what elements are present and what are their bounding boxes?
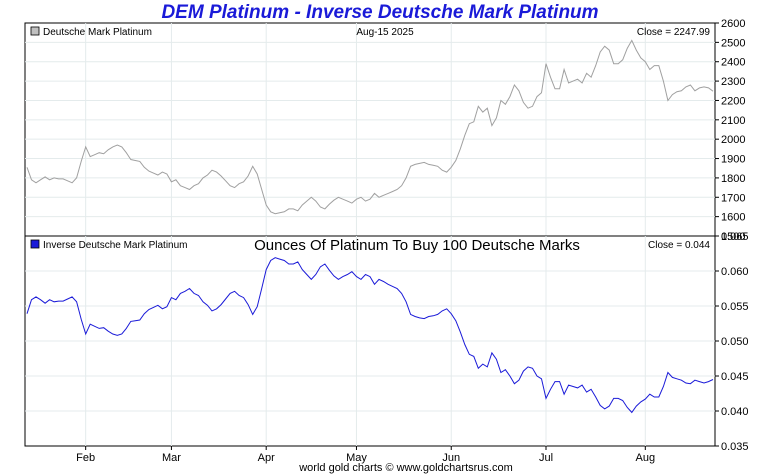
x-tick-label: Feb [76,452,95,464]
x-tick-label: Apr [258,452,275,464]
top-y-tick-label: 2600 [721,18,745,30]
top-y-ticks: 1500 1600 1700 1800 1900 2000 2100 2200 2300 2400… [715,18,745,243]
top-y-tick-label: 2100 [721,115,745,127]
top-series-line [26,39,714,215]
x-tick-label: May [346,452,367,464]
top-y-tick-label: 1600 [721,212,745,224]
top-date-label: Aug-15 2025 [356,27,414,38]
top-panel: 1500 1600 1700 1800 1900 2000 2100 2200 2300 2400… [24,18,745,243]
x-tick-label: Mar [162,452,181,464]
top-y-tick-label: 1500 [721,231,745,243]
x-tick-label: Jul [539,452,553,464]
bottom-y-tick-label: 0.045 [721,371,749,383]
bottom-y-tick-label: 0.055 [721,301,749,313]
top-y-tick-label: 1700 [721,192,745,204]
top-legend-swatch [30,26,40,36]
x-tick-label: Aug [636,452,656,464]
top-y-tick-label: 1800 [721,173,745,185]
bottom-close-label: Close = 0.044 [648,240,710,251]
chart-title: DEM Platinum - Inverse Deutsche Mark Pla… [161,2,599,23]
top-y-tick-label: 2000 [721,134,745,146]
top-y-tick-label: 1900 [721,154,745,166]
bottom-y-tick-label: 0.035 [721,441,749,453]
bottom-legend-swatch [30,239,40,249]
x-axis: Feb Mar Apr May Jun Jul Aug [76,446,655,464]
bottom-y-tick-label: 0.040 [721,406,749,418]
bottom-panel: 0.035 0.040 0.045 0.050 0.055 0.060 0.065 Inve… [24,231,749,453]
top-legend-label: Deutsche Mark Platinum [43,27,152,38]
footer-credit: world gold charts © www.goldchartsrus.co… [299,462,513,474]
bottom-y-tick-label: 0.065 [721,231,749,243]
top-y-tick-label: 2200 [721,95,745,107]
bottom-y-ticks: 0.035 0.040 0.045 0.050 0.055 0.060 0.065 [715,231,749,453]
bottom-subtitle: Ounces Of Platinum To Buy 100 Deutsche M… [254,237,580,254]
bottom-y-tick-label: 0.050 [721,336,749,348]
x-tick-label: Jun [442,452,460,464]
top-panel-frame [24,22,716,237]
bottom-series-line [26,257,714,414]
top-y-tick-label: 2300 [721,76,745,88]
bottom-legend-label: Inverse Deutsche Mark Platinum [43,240,188,251]
top-grid [25,23,715,236]
top-close-label: Close = 2247.99 [637,27,711,38]
top-y-tick-label: 2500 [721,37,745,49]
bottom-y-tick-label: 0.060 [721,266,749,278]
top-y-tick-label: 2400 [721,57,745,69]
